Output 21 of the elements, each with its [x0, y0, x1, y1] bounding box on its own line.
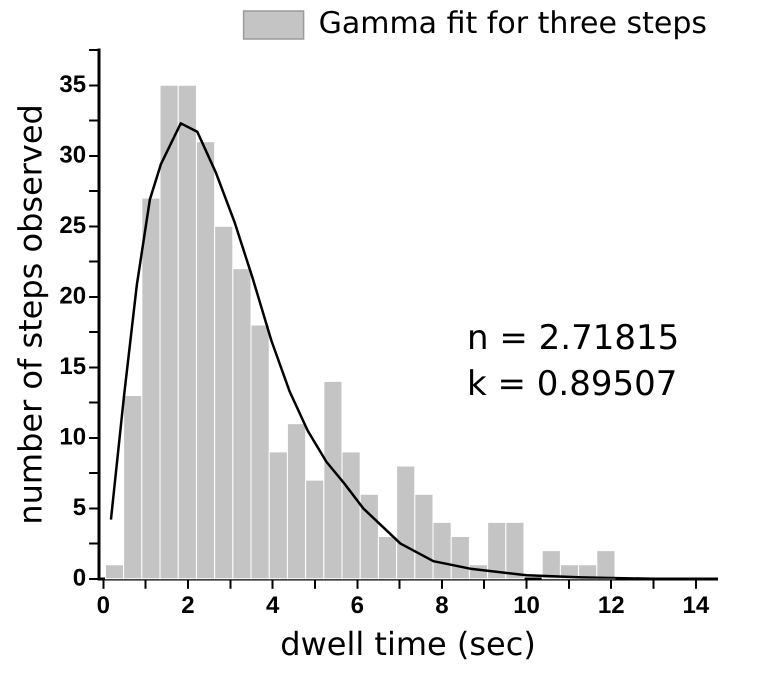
x-tick-label: 12	[598, 592, 625, 619]
annotation: k = 0.89507	[467, 364, 678, 404]
y-tick-label: 10	[59, 423, 86, 450]
x-tick-label: 0	[96, 592, 110, 619]
y-tick-label: 15	[59, 352, 86, 380]
x-tick-label: 10	[513, 592, 540, 619]
y-tick-label: 0	[72, 564, 86, 592]
y-tick-label: 35	[59, 70, 86, 98]
y-tick-label: 25	[59, 212, 86, 239]
x-tick-label: 4	[266, 592, 280, 619]
x-tick-label: 6	[350, 592, 364, 619]
y-axis-title: number of steps observed	[12, 104, 50, 525]
y-tick-label: 20	[59, 282, 86, 310]
annotation: n = 2.71815	[467, 318, 680, 358]
legend-label: Gamma fit for three steps	[318, 6, 708, 41]
x-tick-label: 2	[181, 592, 195, 619]
y-tick-label: 5	[72, 494, 86, 521]
y-tick-label: 30	[59, 141, 86, 168]
x-axis-title: dwell time (sec)	[280, 625, 536, 664]
x-tick-label: 14	[682, 592, 710, 619]
x-tick-label: 8	[435, 592, 449, 619]
